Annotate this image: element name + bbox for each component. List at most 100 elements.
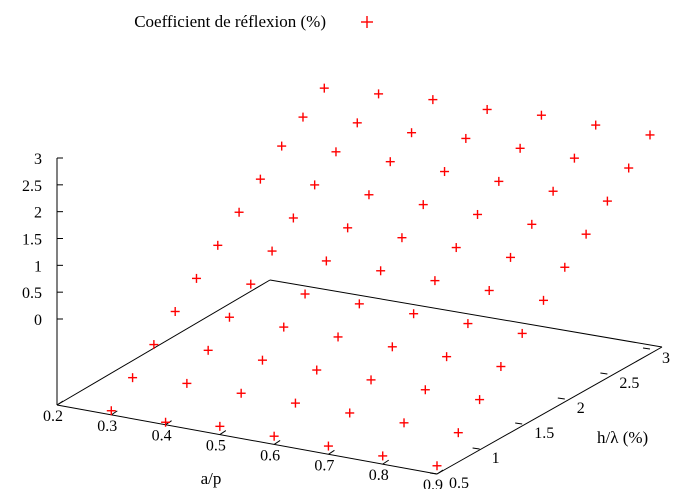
data-point	[440, 167, 450, 177]
legend: Coefficient de réflexion (%)	[134, 12, 373, 31]
z-tick-label: 1	[34, 258, 42, 275]
x-tick-label: 0.7	[314, 457, 334, 474]
x-tick-mark	[219, 430, 227, 435]
x-tick-label: 0.6	[260, 447, 280, 464]
data-point	[461, 133, 471, 143]
legend-marker	[361, 16, 373, 28]
y-axis-title: h/λ (%)	[597, 428, 648, 447]
data-point	[473, 209, 483, 219]
x-tick-mark	[111, 410, 118, 416]
y-tick-mark	[472, 447, 480, 450]
data-point	[321, 256, 331, 266]
data-point	[298, 112, 308, 122]
data-point	[319, 83, 329, 93]
data-point	[364, 190, 374, 200]
data-point	[279, 322, 289, 332]
data-point	[517, 328, 527, 338]
data-point	[581, 229, 591, 239]
data-point	[506, 252, 516, 262]
data-point	[191, 273, 201, 283]
y-tick-label: 2	[577, 400, 585, 417]
data-point	[548, 186, 558, 196]
data-point	[539, 295, 548, 305]
data-point	[496, 362, 506, 372]
data-point	[182, 378, 192, 388]
data-point	[234, 207, 244, 217]
data-point	[494, 176, 504, 186]
legend-label: Coefficient de réflexion (%)	[134, 12, 326, 31]
data-point	[343, 223, 353, 233]
data-point	[376, 266, 386, 276]
data-point	[215, 421, 225, 431]
x-tick-mark	[436, 469, 444, 475]
x-tick-mark	[273, 440, 281, 445]
data-point	[161, 417, 171, 427]
x-axis-line	[56, 404, 438, 475]
axes	[56, 158, 663, 475]
x-tick-label: 0.3	[97, 418, 117, 435]
data-point	[374, 89, 384, 99]
y-tick-mark	[642, 347, 651, 350]
data-point	[515, 143, 525, 153]
data-point	[432, 461, 442, 471]
data-point	[312, 365, 322, 375]
data-point	[106, 406, 116, 416]
x-tick-mark	[328, 449, 335, 455]
data-point	[484, 285, 494, 295]
x-tick-label: 0.2	[43, 408, 63, 425]
back-right-edge	[269, 279, 663, 348]
y-tick-label: 3	[662, 350, 670, 367]
data-point	[203, 345, 213, 355]
x-tick-label: 0.9	[423, 477, 443, 489]
data-point	[345, 408, 355, 418]
data-point	[407, 128, 417, 138]
data-point	[290, 398, 300, 408]
data-point	[602, 196, 612, 206]
y-tick-label: 1.5	[534, 425, 554, 442]
data-point	[323, 441, 333, 451]
data-point	[624, 163, 634, 173]
y-tick-mark	[557, 397, 565, 400]
data-point	[385, 157, 395, 167]
z-tick-label: 2.5	[22, 178, 42, 195]
y-tick-label: 2.5	[619, 375, 639, 392]
y-tick-mark	[600, 372, 608, 375]
data-point	[331, 147, 341, 157]
data-point	[397, 233, 407, 243]
x-tick-label: 0.8	[369, 467, 389, 484]
z-tick-label: 1.5	[22, 232, 42, 249]
data-point	[213, 240, 223, 250]
data-point	[442, 352, 452, 362]
data-point	[300, 289, 310, 299]
data-point	[420, 385, 430, 395]
data-point	[378, 451, 388, 461]
y-tick-mark	[515, 422, 523, 425]
data-point	[310, 180, 320, 190]
data-point	[536, 110, 546, 120]
data-point	[128, 373, 138, 383]
y-tick-mark	[429, 472, 438, 475]
z-tick-label: 0.5	[22, 285, 42, 302]
data-point	[224, 312, 234, 322]
x-tick-label: 0.5	[206, 438, 226, 455]
data-point	[409, 309, 419, 319]
z-tick-label: 3	[34, 151, 42, 168]
x-tick-mark	[56, 400, 64, 406]
data-point	[288, 213, 298, 223]
data-point	[170, 306, 180, 316]
back-left-edge	[56, 279, 271, 406]
data-point	[453, 428, 463, 438]
data-point	[475, 395, 485, 405]
data-point	[149, 340, 159, 350]
z-tick-label: 0	[34, 312, 42, 329]
z-tick-label: 2	[34, 205, 42, 222]
data-point	[430, 276, 440, 286]
x-tick-label: 0.4	[152, 428, 172, 445]
data-point	[463, 319, 473, 329]
data-point	[277, 141, 287, 151]
data-point	[560, 262, 570, 272]
data-points	[106, 83, 655, 471]
y-tick-label: 0.5	[449, 475, 469, 489]
data-point	[352, 118, 362, 128]
data-point	[267, 246, 277, 256]
